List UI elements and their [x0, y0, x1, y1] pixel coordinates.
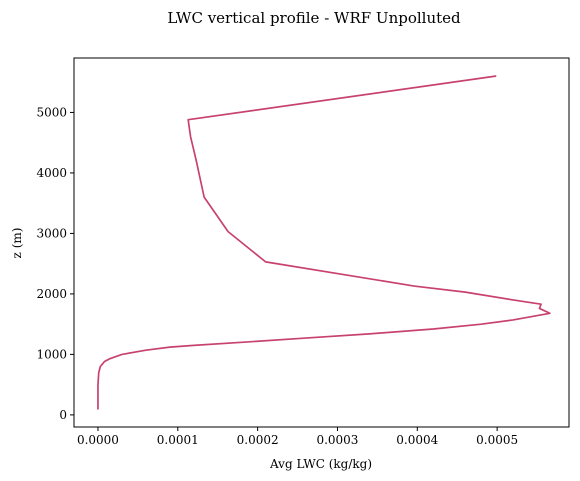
y-tick-label: 1000 — [36, 347, 67, 361]
x-tick-label: 0.0005 — [476, 433, 518, 447]
x-ticks: 0.0000 0.0001 0.0002 0.0003 0.0004 0.0005 — [77, 427, 518, 447]
x-tick-label: 0.0001 — [157, 433, 199, 447]
y-axis-label: z (m) — [10, 228, 24, 259]
x-tick-label: 0.0002 — [237, 433, 279, 447]
y-ticks: 0 1000 2000 3000 4000 5000 — [36, 105, 74, 422]
series-line — [97, 75, 551, 410]
y-tick-label: 4000 — [36, 166, 67, 180]
y-tick-label: 5000 — [36, 105, 67, 119]
x-tick-label: 0.0003 — [316, 433, 358, 447]
x-tick-label: 0.0000 — [77, 433, 119, 447]
y-tick-label: 3000 — [36, 226, 67, 240]
y-tick-label: 2000 — [36, 287, 67, 301]
plot-frame — [73, 57, 570, 428]
x-tick-label: 0.0004 — [396, 433, 438, 447]
y-tick-label: 0 — [59, 408, 67, 422]
series-layer — [97, 75, 551, 410]
x-axis-label: Avg LWC (kg/kg) — [269, 457, 372, 471]
chart-title: LWC vertical profile - WRF Unpolluted — [167, 9, 461, 27]
